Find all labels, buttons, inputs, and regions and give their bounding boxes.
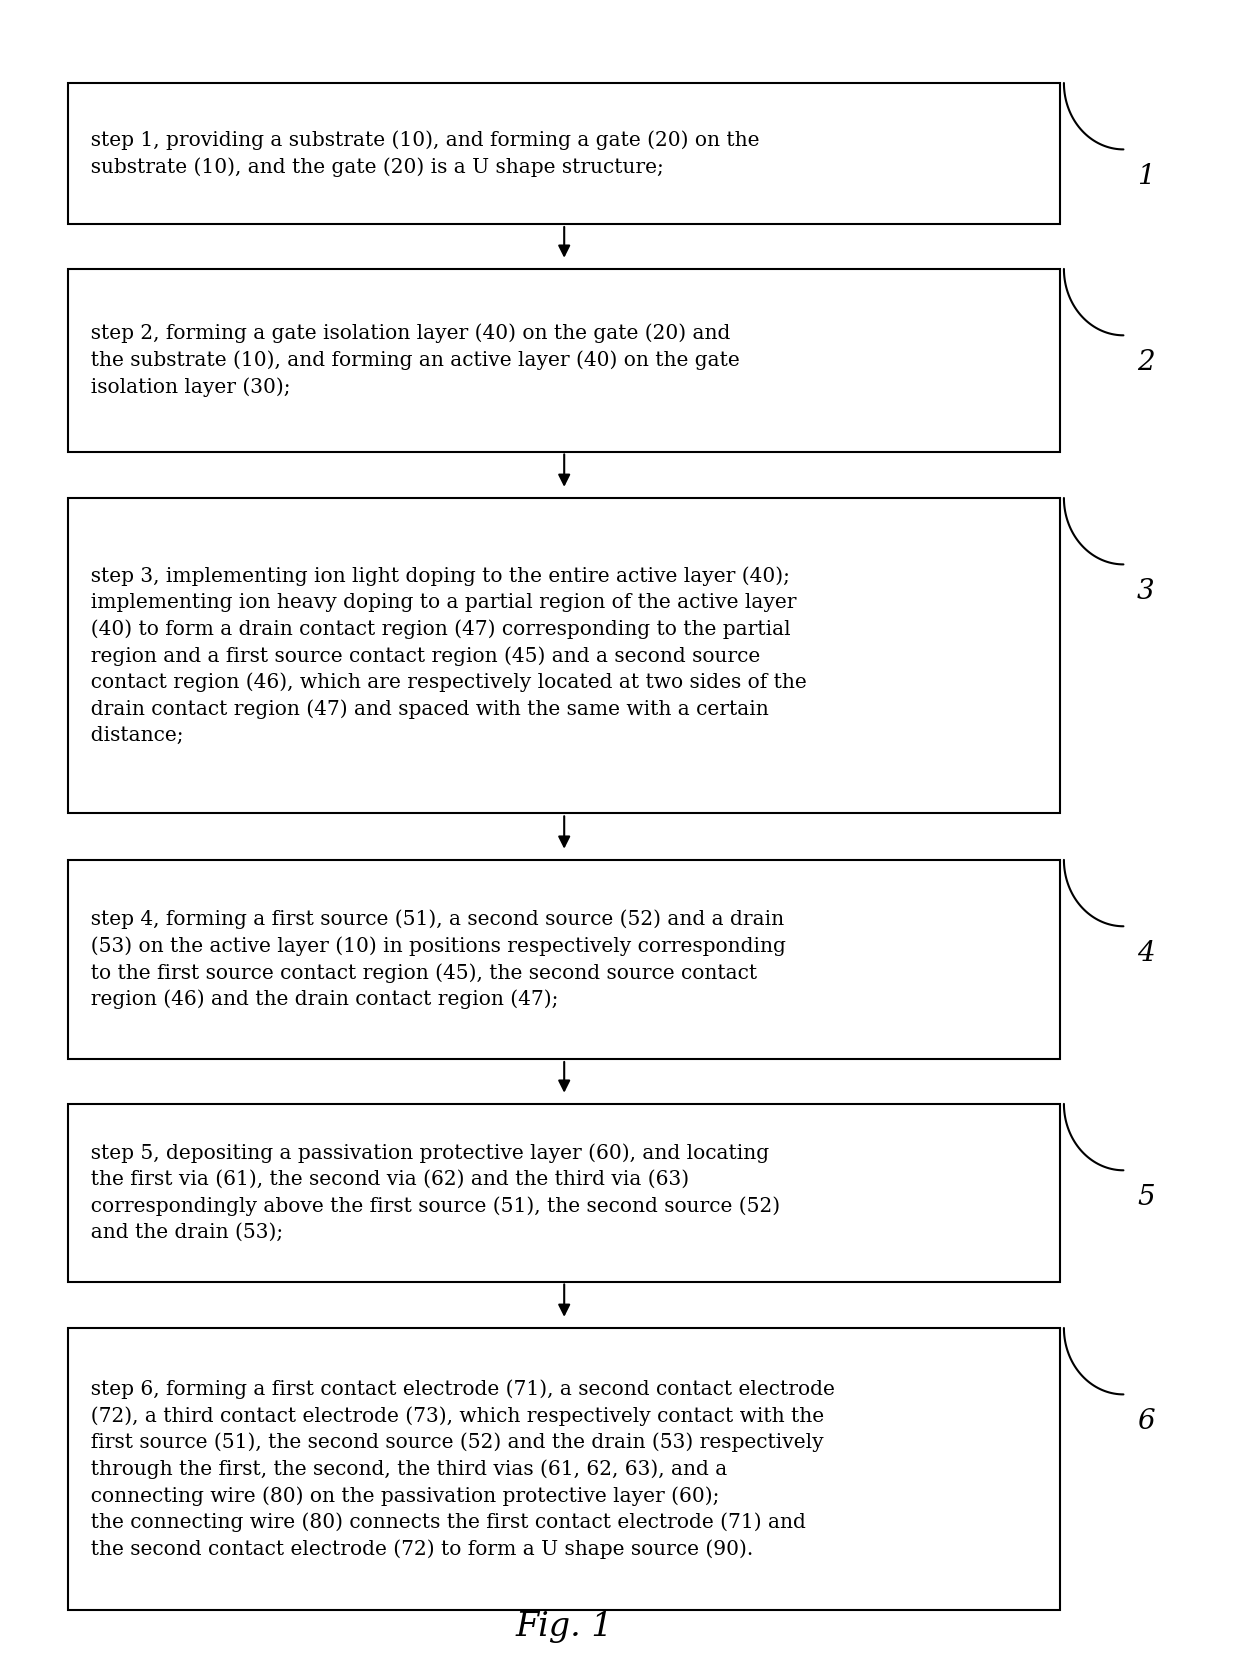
Bar xyxy=(68,1328,1060,1610)
Bar xyxy=(68,83,1060,224)
Text: 2: 2 xyxy=(1137,349,1154,375)
Text: 3: 3 xyxy=(1137,578,1154,604)
Text: step 5, depositing a passivation protective layer (60), and locating
  the first: step 5, depositing a passivation protect… xyxy=(78,1144,780,1242)
Text: 1: 1 xyxy=(1137,163,1154,189)
Text: 4: 4 xyxy=(1137,940,1154,966)
Bar xyxy=(68,860,1060,1059)
Text: step 4, forming a first source (51), a second source (52) and a drain
  (53) on : step 4, forming a first source (51), a s… xyxy=(78,910,786,1009)
Text: 5: 5 xyxy=(1137,1184,1154,1210)
Bar xyxy=(68,498,1060,813)
Text: step 6, forming a first contact electrode (71), a second contact electrode
  (72: step 6, forming a first contact electrod… xyxy=(78,1379,835,1559)
Text: 6: 6 xyxy=(1137,1408,1154,1434)
Text: step 1, providing a substrate (10), and forming a gate (20) on the
  substrate (: step 1, providing a substrate (10), and … xyxy=(78,131,760,176)
Text: step 2, forming a gate isolation layer (40) on the gate (20) and
  the substrate: step 2, forming a gate isolation layer (… xyxy=(78,324,740,397)
Bar xyxy=(68,1104,1060,1282)
Bar xyxy=(68,269,1060,452)
Text: step 3, implementing ion light doping to the entire active layer (40);
  impleme: step 3, implementing ion light doping to… xyxy=(78,566,807,745)
Text: Fig. 1: Fig. 1 xyxy=(516,1612,613,1643)
